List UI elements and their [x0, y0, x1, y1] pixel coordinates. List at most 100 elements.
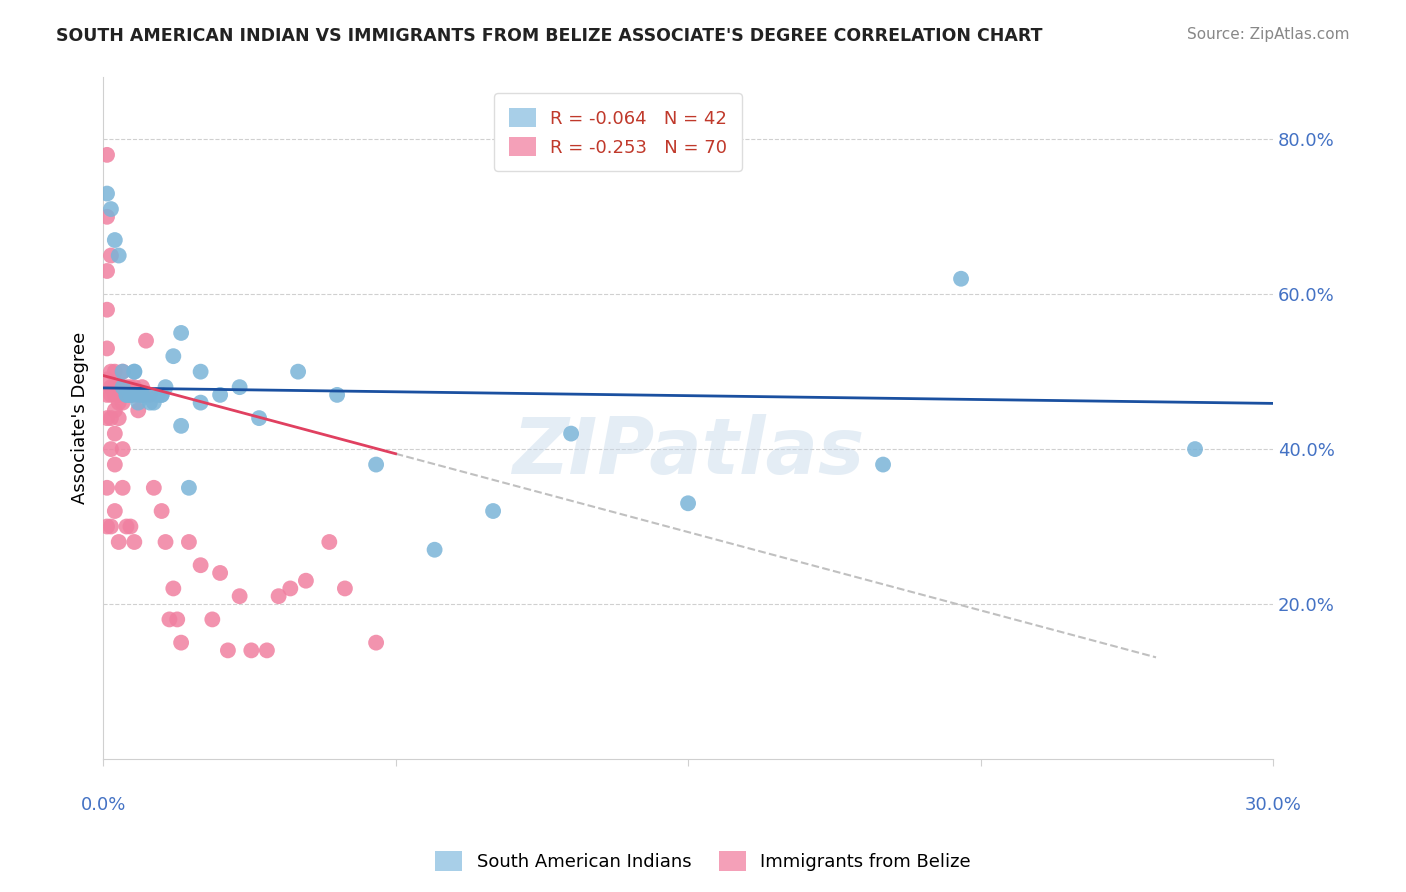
Point	[104, 233, 127, 247]
Point	[104, 388, 127, 402]
Point	[267, 589, 290, 603]
Point	[278, 582, 301, 596]
Text: ZIPatlas: ZIPatlas	[512, 414, 865, 491]
Point	[142, 395, 165, 409]
Point	[124, 535, 146, 549]
Point	[423, 542, 446, 557]
Point	[96, 411, 118, 425]
Point	[1184, 442, 1206, 456]
Point	[96, 342, 118, 356]
Text: 30.0%: 30.0%	[1244, 797, 1302, 814]
Point	[364, 458, 387, 472]
Point	[190, 365, 212, 379]
Point	[170, 418, 193, 433]
Point	[104, 426, 127, 441]
Point	[107, 411, 129, 425]
Point	[482, 504, 505, 518]
Point	[96, 210, 118, 224]
Point	[139, 388, 162, 402]
Text: 0.0%: 0.0%	[80, 797, 125, 814]
Point	[166, 612, 188, 626]
Point	[127, 388, 149, 402]
Point	[100, 380, 122, 394]
Point	[872, 458, 894, 472]
Point	[124, 365, 146, 379]
Point	[111, 380, 134, 394]
Point	[107, 380, 129, 394]
Point	[96, 372, 118, 386]
Point	[120, 388, 142, 402]
Point	[100, 411, 122, 425]
Point	[96, 186, 118, 201]
Point	[111, 442, 134, 456]
Point	[155, 380, 177, 394]
Point	[96, 481, 118, 495]
Point	[120, 388, 142, 402]
Text: Source: ZipAtlas.com: Source: ZipAtlas.com	[1187, 27, 1350, 42]
Point	[364, 635, 387, 649]
Point	[209, 566, 232, 580]
Point	[120, 388, 142, 402]
Point	[131, 380, 153, 394]
Point	[100, 248, 122, 262]
Y-axis label: Associate's Degree: Associate's Degree	[72, 332, 89, 504]
Point	[146, 388, 169, 402]
Point	[104, 403, 127, 417]
Point	[287, 365, 309, 379]
Point	[150, 388, 173, 402]
Point	[100, 519, 122, 533]
Point	[127, 403, 149, 417]
Point	[100, 202, 122, 216]
Point	[127, 395, 149, 409]
Point	[107, 395, 129, 409]
Point	[124, 365, 146, 379]
Point	[115, 388, 138, 402]
Point	[135, 334, 157, 348]
Point	[131, 388, 153, 402]
Point	[100, 365, 122, 379]
Point	[127, 388, 149, 402]
Point	[950, 271, 973, 285]
Point	[124, 380, 146, 394]
Text: SOUTH AMERICAN INDIAN VS IMMIGRANTS FROM BELIZE ASSOCIATE'S DEGREE CORRELATION C: SOUTH AMERICAN INDIAN VS IMMIGRANTS FROM…	[56, 27, 1043, 45]
Point	[104, 504, 127, 518]
Point	[107, 248, 129, 262]
Point	[115, 388, 138, 402]
Point	[120, 380, 142, 394]
Point	[115, 380, 138, 394]
Point	[318, 535, 340, 549]
Point	[111, 481, 134, 495]
Point	[177, 481, 200, 495]
Legend: R = -0.064   N = 42, R = -0.253   N = 70: R = -0.064 N = 42, R = -0.253 N = 70	[494, 94, 741, 171]
Point	[124, 388, 146, 402]
Point	[100, 388, 122, 402]
Point	[96, 148, 118, 162]
Point	[170, 635, 193, 649]
Point	[333, 582, 356, 596]
Point	[247, 411, 270, 425]
Point	[326, 388, 349, 402]
Point	[170, 326, 193, 340]
Point	[240, 643, 263, 657]
Point	[135, 388, 157, 402]
Point	[228, 589, 250, 603]
Point	[96, 302, 118, 317]
Point	[115, 388, 138, 402]
Point	[217, 643, 239, 657]
Point	[96, 519, 118, 533]
Point	[190, 395, 212, 409]
Point	[100, 442, 122, 456]
Point	[111, 365, 134, 379]
Point	[131, 388, 153, 402]
Point	[142, 481, 165, 495]
Point	[256, 643, 278, 657]
Point	[162, 349, 184, 363]
Point	[107, 535, 129, 549]
Point	[111, 395, 134, 409]
Point	[150, 388, 173, 402]
Point	[209, 388, 232, 402]
Point	[201, 612, 224, 626]
Point	[676, 496, 699, 510]
Point	[157, 612, 180, 626]
Point	[177, 535, 200, 549]
